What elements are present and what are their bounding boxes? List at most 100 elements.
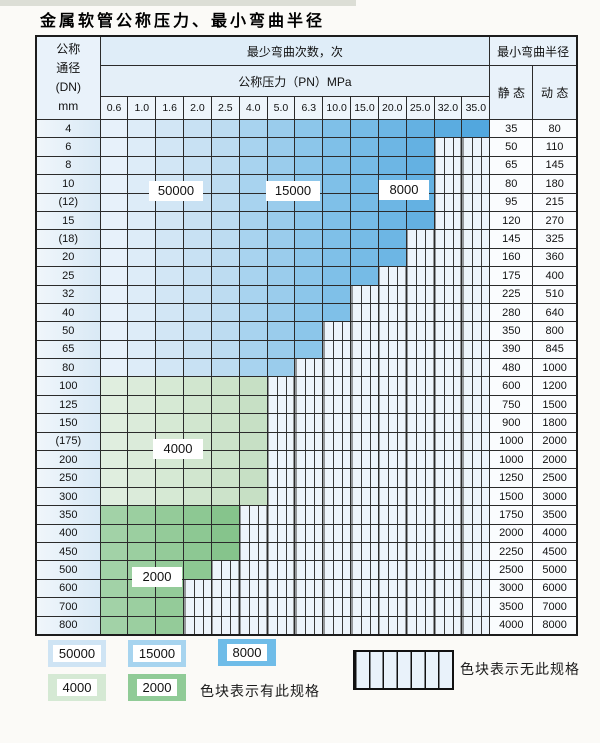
no-spec-cell — [433, 505, 463, 525]
table-row: 4 35 80 — [35, 118, 578, 139]
header-dn-line: mm — [58, 99, 79, 113]
no-spec-cell — [377, 339, 407, 360]
spec-cell — [350, 174, 379, 194]
no-spec-cell — [294, 394, 324, 415]
table-row: 800 4000 8000 — [35, 615, 578, 636]
dynamic-radius-cell: 4500 — [532, 541, 578, 562]
no-spec-cell — [433, 247, 463, 268]
no-spec-cell — [377, 486, 407, 507]
no-spec-cell — [433, 468, 463, 488]
no-spec-cell — [266, 468, 296, 488]
no-spec-cell — [433, 486, 463, 507]
legend-has-spec-text: 色块表示有此规格 — [200, 683, 320, 699]
pressure-col-header: 15.0 — [350, 96, 379, 120]
no-spec-cell — [322, 376, 352, 396]
spec-cell — [210, 394, 240, 415]
pressure-col-header: 20.0 — [377, 96, 407, 120]
no-spec-cell — [322, 578, 352, 599]
no-spec-cell — [461, 339, 491, 360]
no-spec-cell — [433, 450, 463, 470]
spec-cell — [183, 560, 212, 580]
no-spec-cell — [322, 450, 352, 470]
no-spec-cell — [377, 560, 407, 580]
spec-cell — [155, 523, 185, 543]
spec-cell — [99, 284, 129, 304]
spec-cell — [210, 450, 240, 470]
dn-cell: 100 — [35, 376, 101, 396]
no-spec-cell — [294, 505, 324, 525]
table-row: 500 2500 5000 — [35, 560, 578, 580]
dynamic-radius-cell: 640 — [532, 302, 578, 323]
dn-cell: 200 — [35, 450, 101, 470]
no-spec-cell — [294, 578, 324, 599]
spec-cell — [183, 505, 212, 525]
no-spec-cell — [266, 376, 296, 396]
no-spec-cell — [377, 505, 407, 525]
no-spec-cell — [377, 413, 407, 433]
spec-table: 公称 通径 (DN) mm 最少弯曲次数，次 最小弯曲半径 公称压力（PN）MP… — [35, 35, 578, 636]
no-spec-cell — [377, 597, 407, 617]
static-radius-cell: 225 — [489, 284, 534, 304]
no-spec-cell — [322, 413, 352, 433]
no-spec-cell — [461, 450, 491, 470]
no-spec-cell — [433, 192, 463, 212]
dn-cell: 300 — [35, 486, 101, 507]
spec-cell — [294, 247, 324, 268]
dn-cell: 25 — [35, 266, 101, 286]
spec-cell — [99, 339, 129, 360]
spec-cell — [127, 523, 157, 543]
dn-cell: 150 — [35, 413, 101, 433]
no-spec-cell — [405, 394, 435, 415]
no-spec-cell — [405, 597, 435, 617]
no-spec-cell — [461, 321, 491, 341]
spec-cell — [210, 266, 240, 286]
spec-cell — [127, 615, 157, 636]
no-spec-cell — [350, 615, 379, 636]
no-spec-cell — [461, 192, 491, 212]
dynamic-radius-cell: 2000 — [532, 431, 578, 452]
header-dn-line: 公称 — [56, 42, 81, 56]
spec-cell — [127, 486, 157, 507]
static-radius-cell: 65 — [489, 155, 534, 176]
spec-cell — [238, 247, 268, 268]
spec-cell — [183, 468, 212, 488]
no-spec-cell — [405, 229, 435, 249]
spec-cell — [183, 339, 212, 360]
spec-cell — [210, 431, 240, 452]
spec-cell — [210, 247, 240, 268]
no-spec-cell — [266, 413, 296, 433]
dynamic-radius-cell: 3500 — [532, 505, 578, 525]
no-spec-cell — [405, 376, 435, 396]
no-spec-cell — [322, 321, 352, 341]
spec-cell — [238, 266, 268, 286]
no-spec-cell — [294, 597, 324, 617]
no-spec-cell — [405, 358, 435, 378]
no-spec-cell — [461, 468, 491, 488]
dynamic-radius-cell: 325 — [532, 229, 578, 249]
static-radius-cell: 4000 — [489, 615, 534, 636]
no-spec-cell — [183, 597, 212, 617]
no-spec-cell — [377, 468, 407, 488]
spec-cell — [99, 394, 129, 415]
no-spec-cell — [266, 615, 296, 636]
spec-cell — [377, 210, 407, 231]
table-row: 80 480 1000 — [35, 358, 578, 378]
spec-cell — [183, 118, 212, 139]
spec-cell — [99, 505, 129, 525]
spec-cell — [127, 302, 157, 323]
no-spec-cell — [294, 615, 324, 636]
table-label-8000: 8000 — [379, 180, 429, 200]
spec-cell — [127, 339, 157, 360]
no-spec-cell — [350, 284, 379, 304]
no-spec-cell — [350, 541, 379, 562]
spec-cell — [183, 413, 212, 433]
table-row: (18) 145 325 — [35, 229, 578, 249]
dynamic-radius-cell: 360 — [532, 247, 578, 268]
spec-cell — [266, 229, 296, 249]
no-spec-cell — [350, 560, 379, 580]
spec-cell — [155, 468, 185, 488]
spec-cell — [461, 118, 491, 139]
dynamic-radius-cell: 2000 — [532, 450, 578, 470]
no-spec-cell — [238, 578, 268, 599]
spec-cell — [350, 155, 379, 176]
